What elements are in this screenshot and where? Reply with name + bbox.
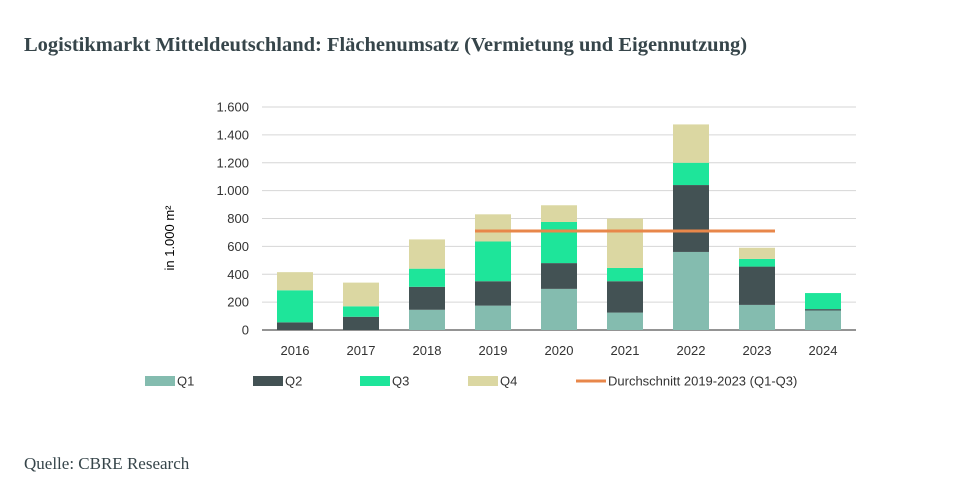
bar-segment-q2-2022 bbox=[673, 185, 709, 252]
x-tick-label-2018: 2018 bbox=[413, 343, 442, 358]
bar-segment-q3-2017 bbox=[343, 306, 379, 317]
bar-segment-q2-2017 bbox=[343, 316, 379, 330]
bar-segment-q2-2016 bbox=[277, 322, 313, 330]
y-axis-label: in 1.000 m² bbox=[162, 205, 177, 271]
legend: Q1 Q2 Q3 Q4 Durchschnitt 2019-2023 (Q1-Q3) bbox=[145, 374, 797, 389]
y-tick-label: 400 bbox=[227, 267, 249, 282]
bar-segment-q3-2018 bbox=[409, 268, 445, 287]
bar-segment-q4-2018 bbox=[409, 239, 445, 269]
x-tick-label-2019: 2019 bbox=[479, 343, 508, 358]
bar-segment-q4-2017 bbox=[343, 282, 379, 307]
y-tick-label: 1.200 bbox=[216, 155, 249, 170]
bar-segment-q2-2021 bbox=[607, 281, 643, 313]
x-tick-label-2020: 2020 bbox=[545, 343, 574, 358]
bar-segment-q3-2019 bbox=[475, 241, 511, 282]
bar-segment-q2-2019 bbox=[475, 281, 511, 306]
bar-segment-q3-2022 bbox=[673, 162, 709, 186]
legend-swatch-q4 bbox=[468, 376, 498, 386]
legend-swatch-q2 bbox=[253, 376, 283, 386]
bar-segment-q2-2020 bbox=[541, 263, 577, 289]
bar-segment-q3-2024 bbox=[805, 293, 841, 310]
source-note: Quelle: CBRE Research bbox=[24, 454, 190, 473]
bar-segment-q4-2019 bbox=[475, 214, 511, 242]
bar-segment-q4-2021 bbox=[607, 218, 643, 268]
legend-label-average: Durchschnitt 2019-2023 (Q1-Q3) bbox=[608, 374, 797, 389]
bar-segment-q1-2022 bbox=[673, 251, 709, 330]
bar-segment-q4-2020 bbox=[541, 205, 577, 222]
legend-label-q1: Q1 bbox=[177, 374, 194, 389]
y-tick-label: 200 bbox=[227, 295, 249, 310]
x-tick-label-2022: 2022 bbox=[677, 343, 706, 358]
bar-segment-q1-2021 bbox=[607, 312, 643, 330]
x-tick-label-2021: 2021 bbox=[611, 343, 640, 358]
page-title: Logistikmarkt Mitteldeutschland: Flächen… bbox=[24, 34, 748, 56]
y-tick-label: 600 bbox=[227, 239, 249, 254]
bar-segment-q2-2023 bbox=[739, 266, 775, 305]
bar-segment-q4-2022 bbox=[673, 124, 709, 163]
legend-swatch-q1 bbox=[145, 376, 175, 386]
y-tick-label: 1.000 bbox=[216, 183, 249, 198]
legend-swatch-q3 bbox=[360, 376, 390, 386]
bar-segment-q1-2019 bbox=[475, 305, 511, 330]
x-tick-label-2023: 2023 bbox=[743, 343, 772, 358]
bar-segment-q1-2018 bbox=[409, 309, 445, 330]
bar-segment-q4-2016 bbox=[277, 272, 313, 291]
y-axis-tick-labels: 0 200 400 600 800 1.000 1.200 1.400 1.600 bbox=[216, 100, 249, 338]
y-tick-label: 1.400 bbox=[216, 127, 249, 142]
y-tick-label: 800 bbox=[227, 211, 249, 226]
x-axis-tick-labels: 2016 2017 2018 2019 2020 2021 2022 2023 2024 bbox=[281, 343, 838, 358]
bars bbox=[277, 124, 841, 330]
bar-segment-q1-2024 bbox=[805, 310, 841, 330]
x-tick-label-2016: 2016 bbox=[281, 343, 310, 358]
x-tick-label-2017: 2017 bbox=[347, 343, 376, 358]
legend-label-q2: Q2 bbox=[285, 374, 302, 389]
bar-segment-q3-2016 bbox=[277, 290, 313, 323]
bar-segment-q2-2024 bbox=[805, 309, 841, 311]
bar-segment-q1-2023 bbox=[739, 304, 775, 330]
y-tick-label: 1.600 bbox=[216, 100, 249, 115]
bar-segment-q1-2020 bbox=[541, 288, 577, 330]
legend-label-q4: Q4 bbox=[500, 374, 517, 389]
bar-segment-q3-2021 bbox=[607, 267, 643, 282]
bar-segment-q3-2023 bbox=[739, 258, 775, 267]
bar-segment-q4-2023 bbox=[739, 247, 775, 259]
bar-segment-q2-2018 bbox=[409, 286, 445, 310]
legend-label-q3: Q3 bbox=[392, 374, 409, 389]
y-tick-label: 0 bbox=[242, 323, 249, 338]
x-tick-label-2024: 2024 bbox=[809, 343, 838, 358]
bar-segment-q3-2020 bbox=[541, 221, 577, 264]
